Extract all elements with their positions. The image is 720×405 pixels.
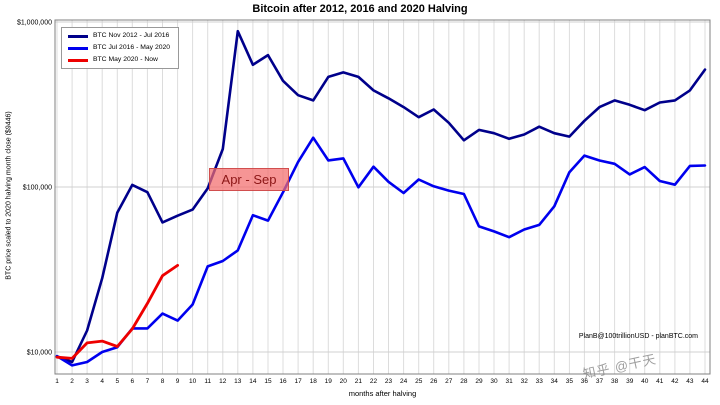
x-tick-label: 8 [161,378,165,385]
x-tick-label: 14 [249,378,257,385]
legend-item-2016: BTC Jul 2016 - May 2020 [68,44,170,52]
x-tick-label: 36 [581,378,589,385]
x-tick-label: 17 [294,378,302,385]
x-tick-label: 44 [701,378,709,385]
series-line-1 [55,136,707,367]
legend-item-2012: BTC Nov 2012 - Jul 2016 [68,32,170,40]
x-tick-label: 40 [641,378,649,385]
x-tick-label: 1 [55,378,59,385]
y-tick-label: $1,000,000 [17,20,52,27]
x-tick-label: 42 [671,378,679,385]
legend-label-2016: BTC Jul 2016 - May 2020 [93,44,171,51]
x-tick-label: 28 [460,378,468,385]
legend-label-2012: BTC Nov 2012 - Jul 2016 [93,32,170,39]
x-tick-label: 9 [176,378,180,385]
x-tick-label: 24 [400,378,408,385]
x-tick-label: 35 [566,378,574,385]
x-tick-label: 12 [219,378,227,385]
x-tick-label: 4 [100,378,104,385]
legend-item-2020: BTC May 2020 - Now [68,56,170,64]
x-tick-label: 16 [279,378,287,385]
x-tick-label: 11 [204,378,211,385]
series-2020-swatch [68,58,88,62]
legend-label-2020: BTC May 2020 - Now [93,56,158,63]
x-tick-label: 34 [551,378,559,385]
x-tick-label: 19 [325,378,333,385]
x-tick-label: 23 [385,378,393,385]
x-tick-label: 27 [445,378,453,385]
x-tick-label: 41 [656,378,664,385]
x-tick-label: 31 [505,378,513,385]
x-tick-label: 5 [115,378,119,385]
y-tick-label: $10,000 [27,350,52,357]
series-line-2 [55,263,180,360]
x-tick-label: 39 [626,378,634,385]
series-2012-swatch [68,34,88,38]
series-line-0 [55,29,707,364]
x-tick-label: 38 [611,378,619,385]
x-tick-label: 30 [490,378,498,385]
x-tick-label: 21 [355,378,363,385]
y-axis-label: BTC price scaled to 2020 halving month c… [5,111,13,280]
x-tick-label: 10 [189,378,197,385]
attribution-text: PlanB@100trillionUSD - planBTC.com [578,333,698,340]
x-tick-label: 26 [430,378,438,385]
apr-sep-annotation: Apr - Sep [209,168,289,191]
x-tick-label: 33 [536,378,544,385]
x-tick-label: 15 [264,378,272,385]
x-tick-label: 3 [85,378,89,385]
x-axis-label: months after halving [348,389,417,398]
x-tick-label: 22 [370,378,378,385]
plot-border [54,19,711,375]
x-tick-label: 37 [596,378,604,385]
x-tick-label: 7 [146,378,150,385]
x-tick-label: 43 [686,378,694,385]
chart-title: Bitcoin after 2012, 2016 and 2020 Halvin… [252,3,468,15]
x-tick-label: 32 [521,378,529,385]
legend: BTC Nov 2012 - Jul 2016 BTC Jul 2016 - M… [61,27,180,69]
x-tick-label: 18 [310,378,318,385]
x-tick-label: 20 [340,378,348,385]
x-tick-label: 29 [475,378,483,385]
x-tick-label: 13 [234,378,242,385]
y-tick-label: $100,000 [23,185,52,192]
x-tick-label: 2 [70,378,74,385]
series-2016-swatch [68,46,88,50]
x-tick-label: 6 [130,378,134,385]
x-tick-label: 25 [415,378,423,385]
